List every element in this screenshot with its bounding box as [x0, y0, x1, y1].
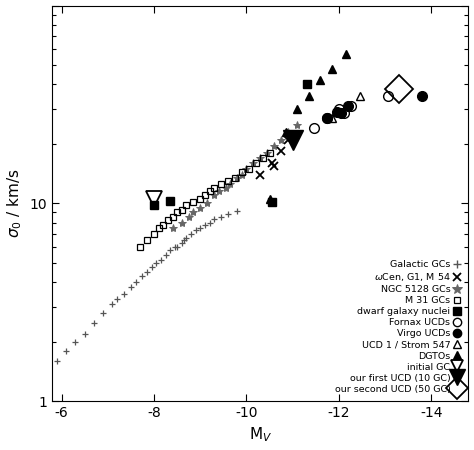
X-axis label: M$_V$: M$_V$ — [249, 426, 272, 445]
Y-axis label: $\sigma_0$ / km/s: $\sigma_0$ / km/s — [6, 169, 24, 238]
Legend: Galactic GCs, $\omega$Cen, G1, M 54, NGC 5128 GCs, M 31 GCs, dwarf galaxy nuclei: Galactic GCs, $\omega$Cen, G1, M 54, NGC… — [332, 257, 464, 396]
